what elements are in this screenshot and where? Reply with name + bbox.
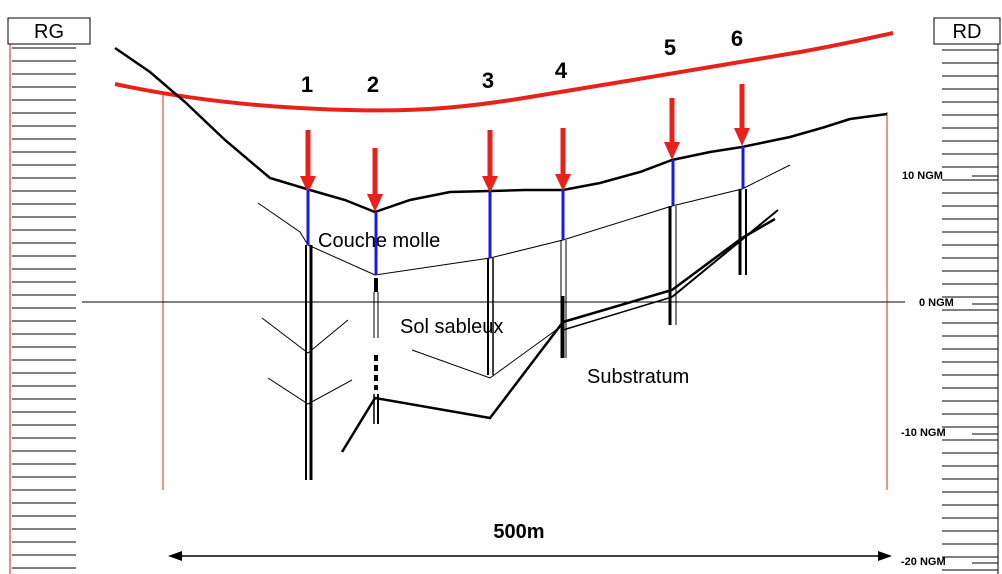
right-bank-label: RD: [953, 21, 982, 43]
elevation-tick-minus-10: -10 NGM: [901, 427, 946, 439]
elevation-tick-10: 10 NGM: [902, 170, 943, 182]
substratum-top-tertiary: [671, 209, 779, 298]
sand-base-left-lower: [267, 377, 353, 405]
right-scale: [942, 42, 999, 574]
borehole-2-label: 2: [367, 72, 379, 97]
soft-layer-base: [257, 164, 791, 276]
sand-base-left-upper: [261, 317, 349, 354]
borehole-5: 5: [664, 35, 680, 325]
ground-surface: [114, 46, 888, 214]
substratum-label: Substratum: [587, 366, 689, 388]
borehole-3: 3: [482, 68, 498, 375]
left-bank-box: RG: [7, 17, 91, 45]
left-scale: [9, 42, 76, 574]
left-bank-label: RG: [34, 21, 64, 43]
borehole-6-label: 6: [731, 26, 743, 51]
soft-layer-label: Couche molle: [318, 230, 440, 252]
substratum-top-secondary: [562, 296, 673, 331]
right-bank-box: RD: [933, 17, 1001, 45]
borehole-5-label: 5: [664, 35, 676, 60]
borehole-4-label: 4: [555, 58, 568, 83]
borehole-1-label: 1: [301, 72, 313, 97]
borehole-4: 4: [555, 58, 571, 358]
embankment-curve: [114, 31, 894, 113]
distance-dimension: 500m: [168, 521, 892, 561]
elevation-scale: 10 NGM 0 NGM -10 NGM -20 NGM: [901, 170, 998, 568]
borehole-2: 2: [367, 72, 383, 424]
elevation-tick-0: 0 NGM: [919, 297, 954, 309]
elevation-tick-minus-20: -20 NGM: [901, 556, 946, 568]
borehole-3-label: 3: [482, 68, 494, 93]
distance-label: 500m: [493, 521, 544, 543]
borehole-6: 6: [731, 26, 750, 275]
borehole-1: 1: [300, 72, 316, 480]
sand-layer-label: Sol sableux: [400, 316, 503, 338]
sand-base-mid: [411, 324, 564, 379]
